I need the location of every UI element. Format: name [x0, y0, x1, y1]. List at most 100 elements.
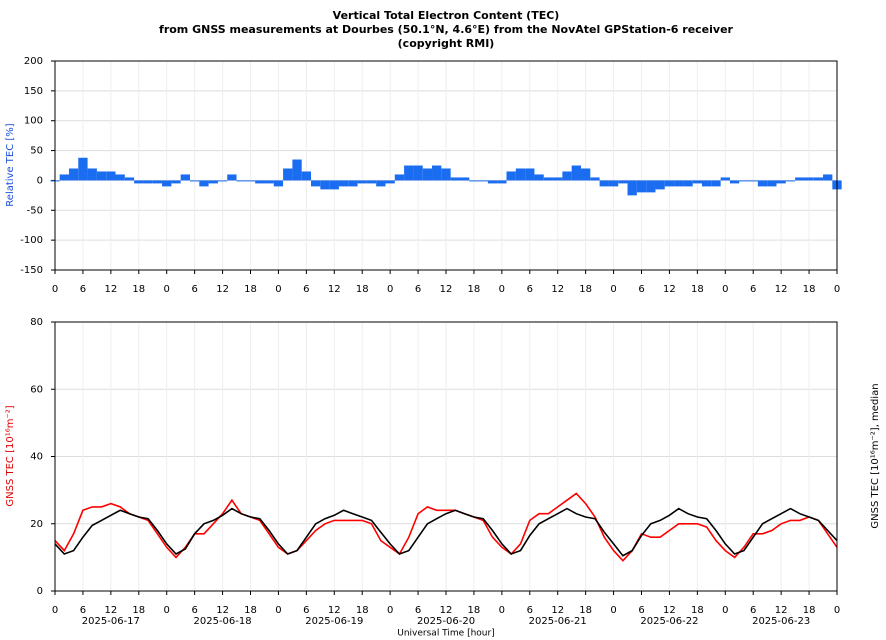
relative-tec-bar [162, 180, 172, 187]
relative-tec-bar [553, 177, 563, 181]
relative-tec-bar [599, 180, 609, 187]
x-tick-label: 18 [691, 605, 704, 616]
date-label: 2025-06-21 [529, 616, 587, 627]
relative-tec-bar [515, 168, 526, 181]
relative-tec-bar [646, 180, 656, 193]
y-tick-label: -50 [27, 205, 43, 216]
relative-tec-bar [636, 180, 647, 193]
y-tick-label: 150 [24, 86, 43, 97]
relative-tec-bar [571, 165, 581, 181]
relative-tec-bar [674, 180, 684, 187]
y-axis-label: Relative TEC [%] [5, 123, 16, 206]
relative-tec-bar [692, 180, 703, 184]
relative-tec-bar [199, 180, 209, 187]
relative-tec-bar [590, 177, 600, 181]
relative-tec-bar [255, 180, 265, 184]
relative-tec-bar [273, 180, 284, 187]
plot-frame [54, 321, 838, 592]
x-tick-label: 0 [834, 605, 840, 616]
relative-tec-bar [534, 174, 544, 181]
relative-tec-bar [171, 180, 181, 184]
x-tick-label: 0 [52, 605, 58, 616]
title-line: Vertical Total Electron Content (TEC) [333, 9, 560, 22]
relative-tec-bar [376, 180, 386, 187]
y-tick-label: 200 [24, 56, 43, 67]
relative-tec-bar [152, 180, 163, 184]
relative-tec-bar [96, 171, 107, 181]
plot-frame [54, 60, 838, 271]
relative-tec-bar [450, 177, 460, 181]
relative-tec-bar [785, 180, 796, 182]
relative-tec-bar [432, 165, 442, 181]
relative-tec-bar [115, 174, 125, 181]
relative-tec-bar [236, 180, 246, 182]
x-tick-label: 12 [104, 284, 117, 295]
x-tick-label: 0 [834, 284, 840, 295]
relative-tec-bar [348, 180, 358, 187]
x-tick-label: 12 [440, 605, 453, 616]
x-tick-label: 12 [440, 284, 453, 295]
x-tick-label: 0 [610, 605, 616, 616]
relative-tec-bar [143, 180, 153, 184]
relative-tec-bar [311, 180, 321, 187]
x-tick-label: 12 [328, 605, 341, 616]
relative-tec-bar [795, 177, 805, 181]
relative-tec-bar [618, 180, 628, 184]
x-tick-label: 18 [468, 605, 481, 616]
x-tick-label: 18 [132, 284, 145, 295]
relative-tec-bar [767, 180, 777, 187]
relative-tec-bar [776, 180, 786, 184]
relative-tec-bar [823, 174, 833, 181]
relative-tec-bar [366, 180, 377, 184]
x-tick-label: 0 [722, 284, 728, 295]
x-tick-label: 18 [579, 605, 592, 616]
x-tick-label: 6 [415, 605, 421, 616]
relative-tec-bar [813, 177, 824, 181]
x-tick-label: 0 [499, 284, 505, 295]
relative-tec-bar [208, 180, 218, 184]
x-tick-label: 6 [191, 284, 197, 295]
relative-tec-bar [217, 180, 228, 182]
x-tick-label: 6 [527, 284, 533, 295]
relative-tec-bar [664, 180, 675, 187]
y-tick-label: -150 [20, 265, 43, 276]
x-tick-label: 6 [191, 605, 197, 616]
relative-tec-bar [580, 168, 591, 181]
x-tick-label: 12 [216, 284, 229, 295]
relative-tec-bar [245, 180, 256, 182]
x-tick-label: 0 [275, 284, 281, 295]
relative-tec-bar [264, 180, 274, 184]
date-label: 2025-06-23 [752, 616, 810, 627]
relative-tec-bar [506, 171, 516, 181]
y-tick-label: 0 [37, 175, 43, 186]
x-tick-label: 0 [387, 605, 393, 616]
x-tick-label: 0 [164, 284, 170, 295]
x-tick-label: 6 [750, 284, 756, 295]
date-label: 2025-06-22 [640, 616, 698, 627]
relative-tec-bar [87, 168, 97, 181]
relative-tec-bar [683, 180, 693, 187]
x-tick-label: 18 [579, 284, 592, 295]
x-tick-label: 18 [244, 605, 257, 616]
y-axis-label: GNSS TEC [10¹⁶m⁻²] [5, 405, 16, 506]
relative-tec-bar [385, 180, 395, 184]
relative-tec-bar [804, 177, 814, 181]
relative-tec-bar [562, 171, 572, 181]
date-label: 2025-06-18 [194, 616, 252, 627]
relative-tec-bar [106, 171, 116, 181]
relative-tec-bar [478, 180, 488, 182]
x-tick-label: 6 [80, 605, 86, 616]
y-tick-label: 40 [30, 452, 43, 463]
relative-tec-bar [739, 180, 749, 182]
x-tick-label: 18 [691, 284, 704, 295]
x-tick-label: 6 [303, 284, 309, 295]
x-tick-label: 18 [803, 605, 816, 616]
x-tick-label: 12 [663, 605, 676, 616]
x-tick-label: 6 [750, 605, 756, 616]
y-tick-label: -100 [20, 235, 43, 246]
x-tick-label: 12 [216, 605, 229, 616]
x-tick-label: 18 [244, 284, 257, 295]
x-tick-label: 18 [356, 605, 369, 616]
